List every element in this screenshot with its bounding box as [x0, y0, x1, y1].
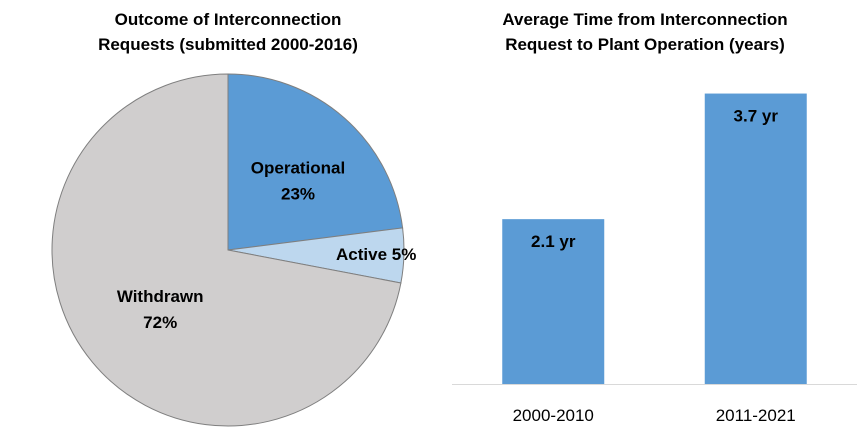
pie-title-line-2: Requests (submitted 2000-2016): [98, 35, 358, 54]
x-tick-label-2000-2010: 2000-2010: [513, 406, 594, 425]
bar-title-line-1: Average Time from Interconnection: [502, 10, 788, 29]
pie-slice-operational: [227, 73, 404, 251]
bar-chart: 2.1 yr 2000-2010 3.7 yr 2011-2021: [452, 93, 857, 425]
pie-title-line-1: Outcome of Interconnection: [114, 10, 342, 29]
pie-label-withdrawn: Withdrawn: [117, 287, 204, 306]
bar-2000-2010: [502, 219, 605, 384]
bar-data-label-2011-2021: 3.7 yr: [734, 107, 779, 126]
bar-title-line-2: Request to Plant Operation (years): [505, 35, 785, 54]
pie-chart: Operational 23% Active 5% Withdrawn 72%: [51, 73, 416, 427]
bar-data-label-2000-2010: 2.1 yr: [531, 232, 576, 251]
pie-value-operational: 23%: [281, 184, 315, 203]
pie-chart-title: Outcome of Interconnection Requests (sub…: [28, 7, 428, 57]
pie-value-withdrawn: 72%: [143, 313, 177, 332]
x-tick-label-2011-2021: 2011-2021: [716, 406, 796, 425]
pie-slice-withdrawn: [51, 73, 402, 427]
pie-label-operational: Operational: [251, 158, 345, 177]
pie-label-active: Active 5%: [336, 245, 416, 264]
bar-chart-title: Average Time from Interconnection Reques…: [445, 7, 845, 57]
bar-2011-2021: [704, 93, 807, 385]
